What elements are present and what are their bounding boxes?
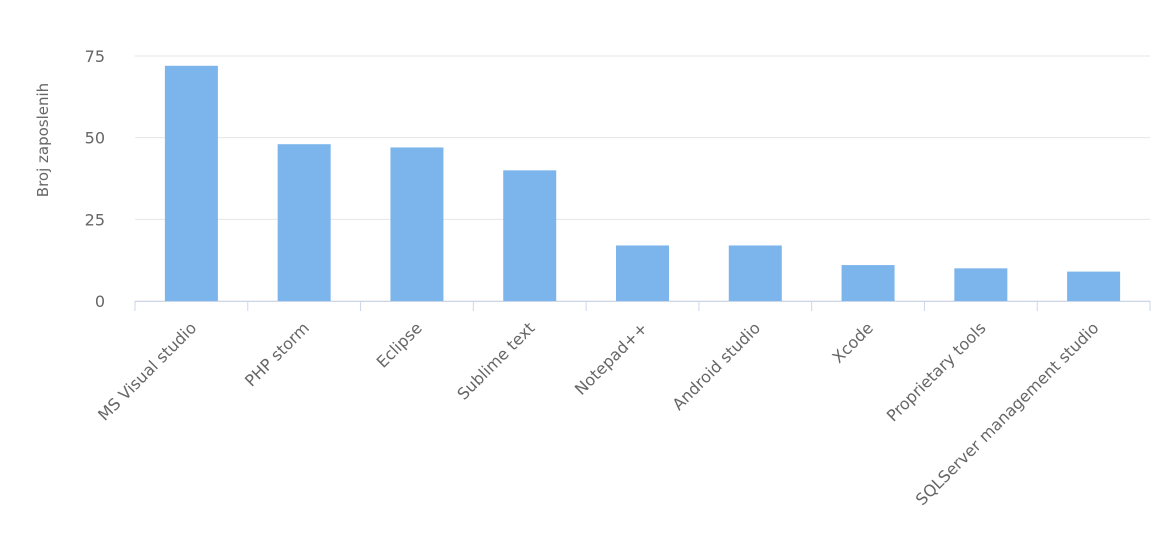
- y-tick-label: 50: [85, 129, 105, 148]
- y-axis-title: Broj zaposlenih: [34, 83, 52, 197]
- x-tick-label: Android studio: [669, 318, 765, 414]
- y-tick-label: 0: [95, 292, 105, 311]
- x-tick-label: MS Visual studio: [94, 318, 200, 424]
- x-tick-label: Proprietary tools: [883, 318, 990, 425]
- bar: [841, 265, 895, 301]
- bar: [616, 245, 669, 301]
- bar: [503, 170, 557, 301]
- bar: [1067, 271, 1121, 301]
- x-tick-label: Sublime text: [453, 318, 538, 403]
- x-tick-label: SQLServer management studio: [912, 318, 1103, 509]
- bar: [728, 245, 782, 301]
- bar: [164, 65, 218, 301]
- bar: [954, 268, 1008, 301]
- y-tick-label: 25: [85, 210, 105, 229]
- bar: [390, 147, 444, 301]
- bar: [277, 144, 331, 301]
- x-tick-label: Xcode: [828, 318, 876, 366]
- x-tick-label: Notepad++: [571, 318, 651, 398]
- x-tick-label: PHP storm: [241, 318, 313, 390]
- y-tick-label: 75: [85, 47, 105, 66]
- x-tick-label: Eclipse: [373, 318, 426, 371]
